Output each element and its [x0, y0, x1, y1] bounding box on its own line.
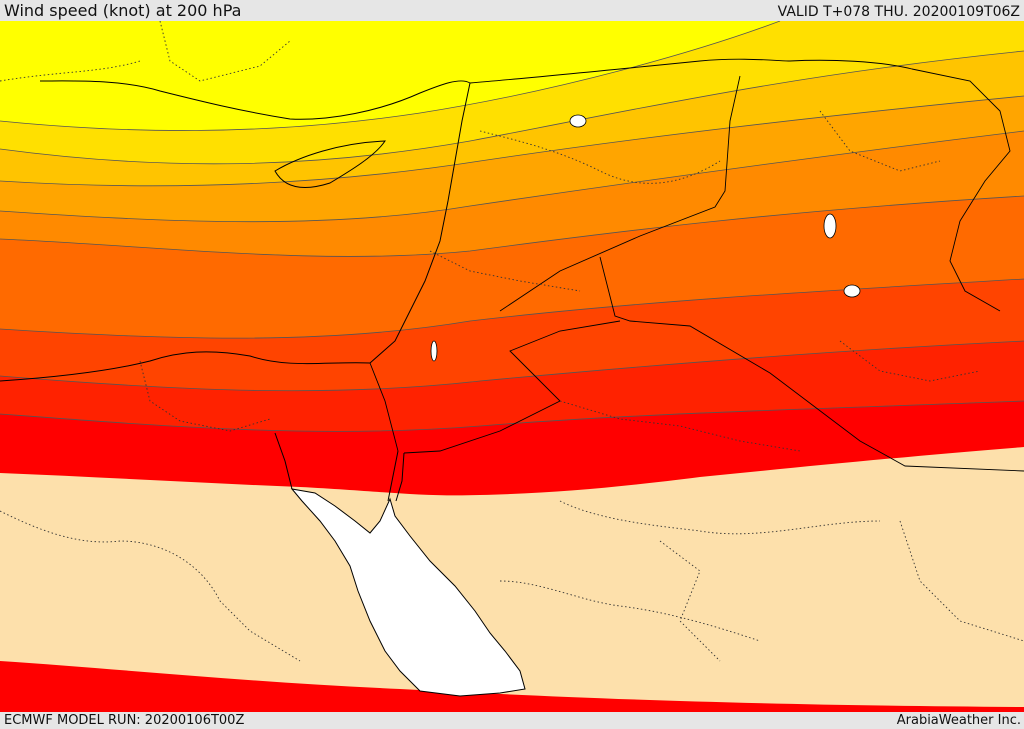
southern-wind-band — [0, 661, 1024, 712]
map-title: Wind speed (knot) at 200 hPa — [4, 1, 242, 20]
wind-speed-map[interactable] — [0, 21, 1024, 712]
credit-label: ArabiaWeather Inc. — [896, 713, 1021, 728]
contour-lines — [0, 21, 1024, 432]
footer-bar: ECMWF MODEL RUN: 20200106T00Z ArabiaWeat… — [0, 712, 1024, 729]
model-run-label: ECMWF MODEL RUN: 20200106T00Z — [4, 713, 245, 728]
provincial-boundaries — [0, 21, 1024, 662]
borders — [369, 58, 1024, 472]
valid-time-label: VALID T+078 THU. 20200109T06Z — [777, 4, 1020, 20]
below-threshold-region — [0, 447, 1024, 712]
header-bar: Wind speed (knot) at 200 hPa VALID T+078… — [0, 0, 1024, 21]
red-sea — [290, 488, 526, 697]
coastlines — [0, 80, 471, 502]
lakes — [430, 114, 861, 362]
